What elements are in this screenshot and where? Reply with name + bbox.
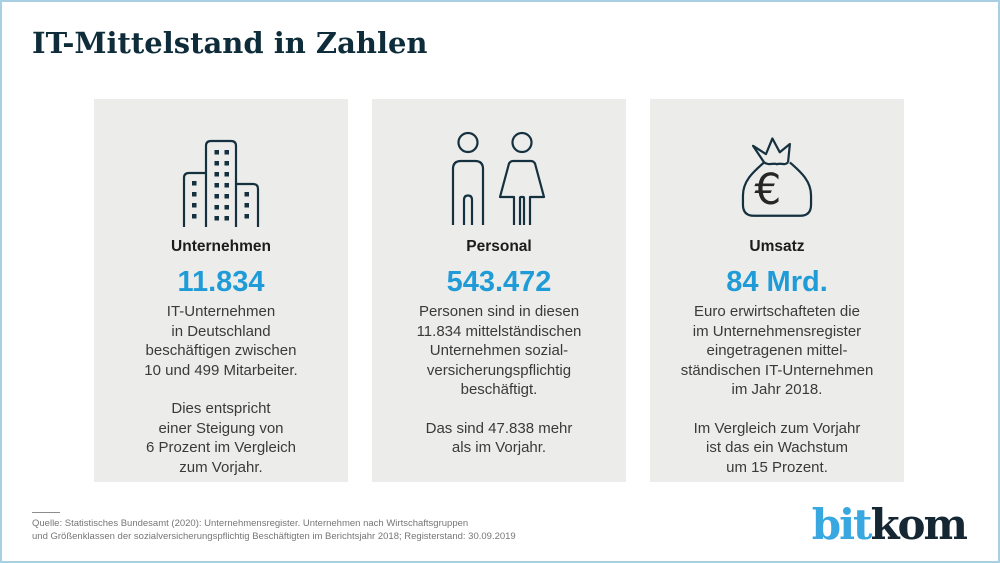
money-bag-icon: € — [731, 133, 823, 227]
bitkom-logo-kom: kom — [870, 500, 968, 549]
source-note: Quelle: Statistisches Bundesamt (2020): … — [32, 517, 516, 543]
card-value: 84 Mrd. — [726, 266, 828, 298]
source-line-1: Quelle: Statistisches Bundesamt (2020): … — [32, 518, 469, 529]
card-paragraph: Im Vergleich zum Vorjahr ist das ein Wac… — [693, 419, 861, 476]
card-personal: Personal 543.472 Personen sind in diesen… — [372, 99, 626, 482]
bitkom-logo-bit: bit — [811, 500, 873, 549]
card-label: Personal — [466, 238, 532, 255]
card-value: 11.834 — [177, 266, 265, 298]
card-paragraph: Personen sind in diesen 11.834 mittelstä… — [416, 303, 582, 398]
buildings-icon — [179, 133, 263, 227]
card-value: 543.472 — [446, 266, 552, 298]
card-label: Umsatz — [749, 238, 805, 255]
card-umsatz: € Umsatz 84 Mrd. Euro erwirtschafteten d… — [650, 99, 904, 482]
bitkom-logo: bitkom — [811, 500, 968, 550]
source-line-2: und Größenklassen der sozialversicherung… — [32, 531, 516, 542]
euro-glyph: € — [754, 165, 781, 214]
card-label: Unternehmen — [171, 238, 271, 255]
people-icon — [445, 131, 553, 227]
page-title: IT-Mittelstand in Zahlen — [32, 26, 428, 60]
source-divider — [32, 512, 60, 513]
card-paragraph: Das sind 47.838 mehr als im Vorjahr. — [425, 419, 573, 457]
card-paragraph: Euro erwirtschafteten die im Unternehmen… — [680, 303, 874, 398]
card-paragraph: Dies entspricht einer Steigung von 6 Pro… — [145, 400, 297, 476]
card-unternehmen: Unternehmen 11.834 IT-Unternehmen in Deu… — [94, 99, 348, 482]
card-paragraph: IT-Unternehmen in Deutschland beschäftig… — [144, 303, 298, 379]
